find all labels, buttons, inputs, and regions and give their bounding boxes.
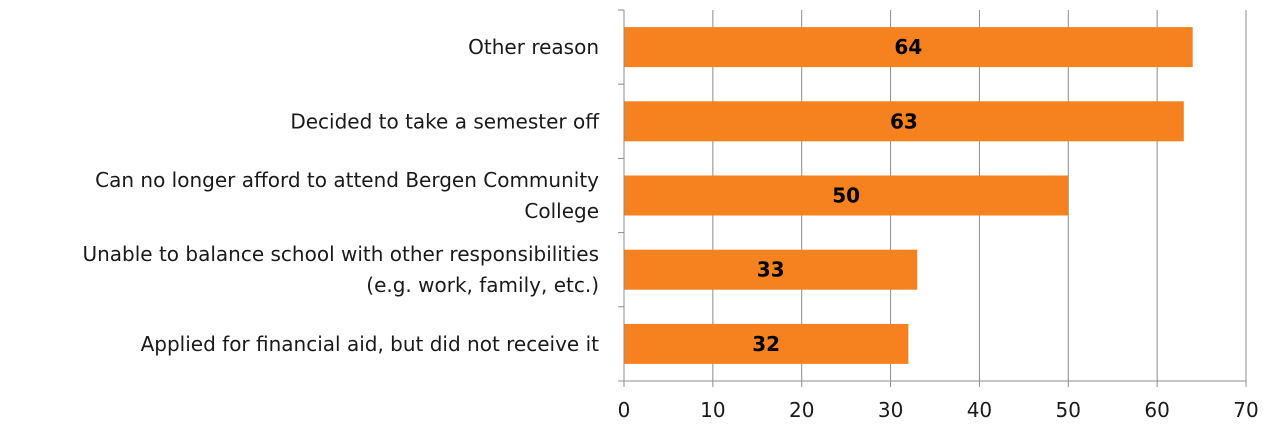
bar-1 xyxy=(624,101,1184,142)
x-tick-label-70: 70 xyxy=(1233,398,1258,422)
data-label-2: 50 xyxy=(832,184,860,208)
data-label-3: 33 xyxy=(757,258,785,282)
category-label-2-line-1: College xyxy=(524,199,599,223)
axes xyxy=(618,9,1247,387)
category-label-1: Decided to take a semester off xyxy=(290,109,600,133)
x-tick-label-20: 20 xyxy=(789,398,814,422)
x-tick-label-10: 10 xyxy=(700,398,725,422)
bars xyxy=(624,27,1193,364)
x-tick-label-0: 0 xyxy=(618,398,631,422)
x-tick-label-50: 50 xyxy=(1056,398,1081,422)
category-label-2-line-0: Can no longer afford to attend Bergen Co… xyxy=(95,168,599,192)
data-label-0: 64 xyxy=(894,35,922,59)
category-labels: Other reason Decided to take a semester o… xyxy=(82,35,600,356)
x-tick-label-30: 30 xyxy=(878,398,903,422)
data-label-4: 32 xyxy=(752,332,780,356)
data-label-1: 63 xyxy=(890,109,918,133)
bar-4 xyxy=(624,323,909,364)
x-tick-labels: 0 10 20 30 40 50 60 70 xyxy=(618,398,1259,422)
data-labels: 64 63 50 33 32 xyxy=(752,35,922,356)
category-label-3-line-1: (e.g. work, family, etc.) xyxy=(366,273,599,297)
bar-2 xyxy=(624,175,1069,216)
bar-0 xyxy=(624,27,1193,68)
x-tick-label-40: 40 xyxy=(967,398,992,422)
category-label-4: Applied for financial aid, but did not r… xyxy=(141,332,600,356)
x-tick-label-60: 60 xyxy=(1144,398,1169,422)
category-label-0: Other reason xyxy=(468,35,599,59)
bar-3 xyxy=(624,249,918,290)
category-label-3-line-0: Unable to balance school with other resp… xyxy=(82,242,599,266)
